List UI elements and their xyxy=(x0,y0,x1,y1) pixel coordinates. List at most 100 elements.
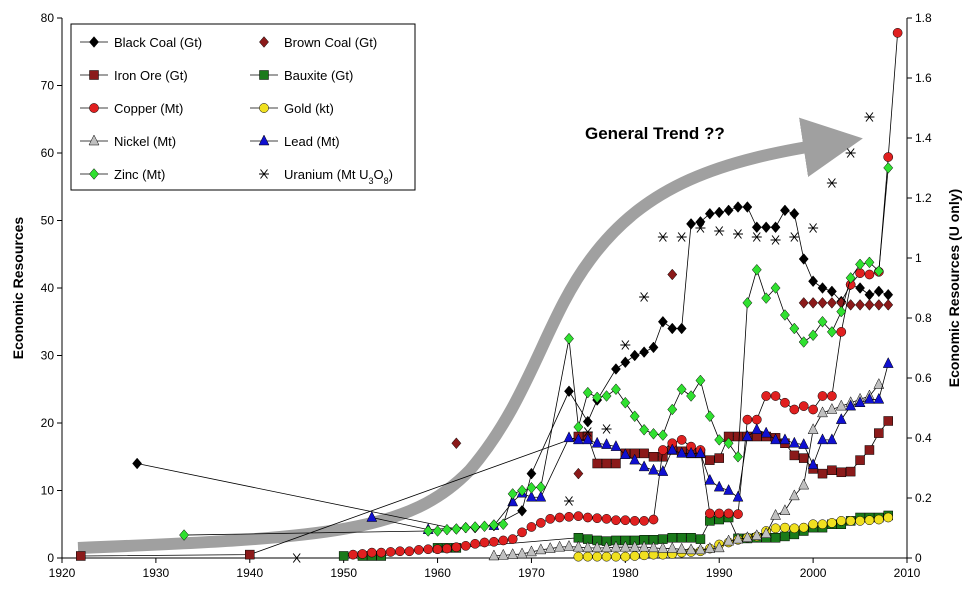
y2-tick-label: 0.2 xyxy=(915,491,932,505)
data-point xyxy=(723,483,735,495)
data-point xyxy=(695,223,706,233)
data-point xyxy=(526,467,537,480)
data-point xyxy=(695,374,706,387)
data-point xyxy=(348,549,358,560)
data-point xyxy=(770,508,781,520)
data-point xyxy=(582,512,593,523)
data-point xyxy=(657,315,668,328)
star-stroke xyxy=(752,232,761,242)
data-point xyxy=(676,542,688,554)
star-stroke xyxy=(640,292,649,302)
star-stroke xyxy=(846,148,855,158)
data-point xyxy=(713,480,725,492)
data-point xyxy=(676,232,687,242)
data-point xyxy=(338,551,349,561)
data-point xyxy=(638,460,650,472)
data-point xyxy=(788,436,800,448)
data-point xyxy=(742,297,753,309)
data-point xyxy=(808,519,818,530)
star-stroke xyxy=(602,424,611,434)
data-point xyxy=(76,551,86,561)
data-point xyxy=(874,428,884,438)
data-point xyxy=(572,540,584,552)
legend-marker xyxy=(89,168,99,180)
star-stroke xyxy=(658,232,667,242)
x-tick-label: 1920 xyxy=(49,566,76,580)
y2-axis-label: Economic Resources (U only) xyxy=(946,189,962,387)
data-point xyxy=(648,541,659,553)
legend-item: Copper (Mt) xyxy=(80,101,183,116)
legend-label: Bauxite (Gt) xyxy=(284,68,353,83)
data-point xyxy=(610,540,622,552)
star-stroke xyxy=(260,169,268,179)
data-point xyxy=(873,514,884,525)
legend-box xyxy=(70,23,416,191)
data-point xyxy=(836,467,847,478)
data-point xyxy=(639,292,650,302)
data-point xyxy=(789,322,800,335)
legend-marker xyxy=(89,36,99,48)
data-point xyxy=(629,551,640,561)
data-point xyxy=(667,403,678,416)
legend-marker xyxy=(89,70,99,80)
data-point xyxy=(780,522,790,533)
data-point xyxy=(864,269,875,280)
data-point xyxy=(601,438,612,449)
data-point xyxy=(864,515,875,526)
data-point xyxy=(807,423,819,434)
data-point xyxy=(761,391,772,401)
data-point xyxy=(855,455,865,465)
data-point xyxy=(751,423,763,434)
y-tick-label: 30 xyxy=(41,349,55,363)
data-point xyxy=(733,450,743,463)
legend-label: Iron Ore (Gt) xyxy=(114,68,188,83)
data-point xyxy=(798,453,809,463)
data-point xyxy=(591,436,603,448)
data-point xyxy=(648,428,659,440)
data-point xyxy=(827,518,837,528)
data-point xyxy=(855,516,865,526)
data-point xyxy=(667,268,678,281)
data-point xyxy=(639,448,649,459)
y-tick-label: 80 xyxy=(41,11,55,25)
data-point xyxy=(423,544,434,555)
data-point xyxy=(741,429,753,441)
x-tick-label: 1930 xyxy=(143,566,170,580)
data-point xyxy=(497,548,509,560)
data-point xyxy=(789,404,800,415)
data-point xyxy=(639,550,649,561)
legend-label: Lead (Mt) xyxy=(284,134,340,149)
data-point xyxy=(544,541,556,553)
data-point xyxy=(827,391,837,401)
legend-marker xyxy=(259,169,269,179)
data-point xyxy=(808,329,819,342)
star-stroke xyxy=(715,226,724,236)
data-point xyxy=(714,226,725,236)
data-point xyxy=(676,322,687,335)
data-point xyxy=(423,525,434,537)
y-tick-label: 20 xyxy=(41,416,55,430)
data-point xyxy=(685,446,697,458)
data-point xyxy=(498,535,509,546)
data-point xyxy=(451,523,462,535)
data-point xyxy=(817,433,828,445)
x-tick-label: 2000 xyxy=(800,566,827,580)
data-point xyxy=(667,533,678,543)
data-point xyxy=(563,431,575,443)
data-point xyxy=(516,547,528,559)
data-point xyxy=(667,322,678,335)
data-point xyxy=(535,481,546,493)
data-point xyxy=(714,206,725,219)
data-point xyxy=(808,297,819,309)
data-point xyxy=(676,435,687,445)
data-point xyxy=(639,516,649,526)
data-point xyxy=(666,541,678,553)
data-point xyxy=(855,282,865,294)
data-point xyxy=(807,458,819,470)
data-point xyxy=(817,282,828,294)
data-point xyxy=(666,443,678,455)
data-point xyxy=(582,433,594,445)
data-point xyxy=(366,510,378,522)
data-point xyxy=(714,508,725,519)
data-point xyxy=(535,490,547,502)
